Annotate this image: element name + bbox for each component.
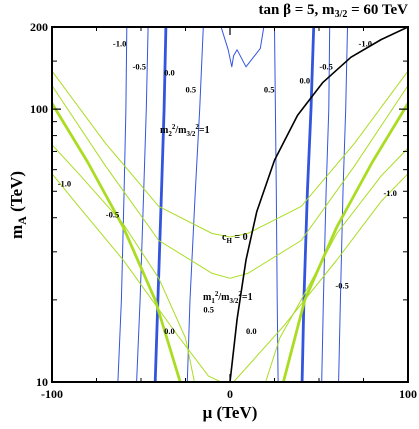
axis-ticks: -100 0 100 10 100 200: [30, 20, 417, 401]
series-layer: [52, 27, 408, 382]
series-m2-5: [300, 27, 316, 382]
series-m2-4: [274, 27, 279, 382]
series-m1-12: [233, 173, 408, 382]
series-m1-9: [52, 173, 222, 382]
series-m1-15: [52, 85, 408, 279]
contour-label-12: 0.0: [246, 326, 257, 336]
contour-label-14: -1.0: [383, 188, 396, 198]
contour-label-3: 0.5: [186, 85, 197, 95]
x-tick-label-0: -100: [41, 387, 63, 401]
x-tick-label-2: 100: [399, 387, 417, 401]
y-tick-label-0: 10: [36, 375, 48, 389]
x-axis-label: μ (TeV): [203, 403, 258, 422]
m1-unity-label: m12/m3/22=1: [203, 290, 253, 305]
contour-label-11: 0.0: [164, 326, 175, 336]
y-axis-label: mA (TeV): [7, 171, 29, 239]
series-m1-14: [282, 102, 408, 382]
series-m1-11: [52, 102, 182, 382]
y-tick-label-1: 100: [30, 102, 48, 116]
y-tick-label-2: 200: [30, 20, 48, 34]
contour-label-10: 0.5: [203, 304, 214, 314]
plot-area: -1.0 -0.5 0.0 0.5 0.0 -0.5 -1.0 0.5 -1.0 -0.5 0.5 0…: [30, 20, 417, 401]
series-m2-0: [117, 27, 128, 382]
contour-labels: -1.0 -0.5 0.0 0.5 0.0 -0.5 -1.0 0.5 -1.0 -0.5 0.5 0…: [58, 38, 397, 336]
contour-label-13: -0.5: [335, 281, 348, 291]
series-m1-10: [52, 144, 195, 382]
cH-zero-label: cH = 0: [222, 232, 248, 245]
contour-label-7: 0.5: [264, 85, 275, 95]
contour-label-0: -1.0: [113, 38, 126, 48]
series-m2-6: [321, 27, 331, 382]
contour-label-8: -1.0: [58, 179, 71, 189]
contour-label-1: -0.5: [132, 61, 145, 71]
chart-title: tan β = 5, m3/2 = 60 TeV: [259, 2, 409, 20]
contour-label-2: 0.0: [164, 67, 175, 77]
series-m2-7: [338, 27, 348, 382]
contour-label-4: 0.0: [299, 76, 310, 86]
contour-label-5: -0.5: [319, 61, 332, 71]
series-m2-1: [136, 27, 149, 382]
series-m2-8: [220, 27, 265, 68]
series-m1-16: [52, 70, 408, 238]
x-tick-label-1: 0: [227, 387, 233, 401]
m2-unity-label: m22/m3/22=1: [160, 123, 210, 138]
series-m2-3: [186, 27, 204, 382]
series-cH-17: [229, 27, 408, 382]
series-m2-2: [153, 27, 168, 382]
series-m1-13: [265, 147, 408, 382]
contour-label-9: -0.5: [106, 210, 119, 220]
contour-label-6: -1.0: [359, 38, 372, 48]
